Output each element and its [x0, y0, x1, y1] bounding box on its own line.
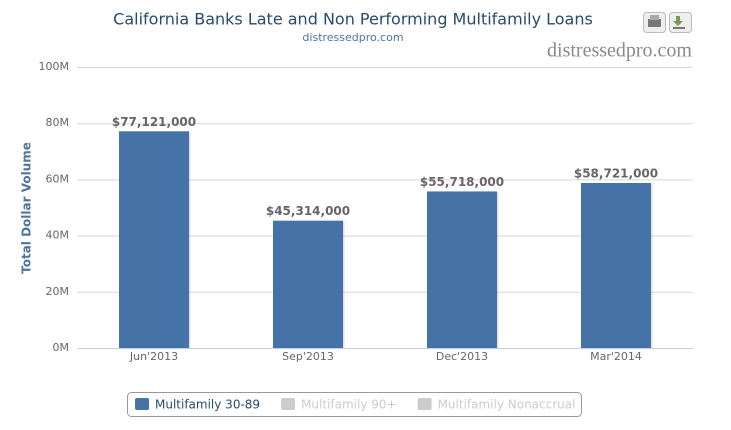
legend-swatch[interactable] — [281, 398, 296, 410]
data-label: $77,121,000 — [112, 115, 196, 129]
legend-box — [127, 392, 582, 417]
y-tick-label: 60M — [46, 172, 70, 185]
y-tick-label: 40M — [46, 229, 70, 242]
y-tick-label: 100M — [39, 60, 70, 73]
legend-label[interactable]: Multifamily 30-89 — [155, 398, 260, 412]
bar — [273, 220, 343, 348]
chart-title: California Banks Late and Non Performing… — [113, 10, 593, 29]
bar — [427, 191, 497, 348]
x-tick-label: Jun'2013 — [129, 350, 178, 363]
data-label: $45,314,000 — [266, 204, 350, 218]
bar — [581, 182, 651, 348]
legend-label[interactable]: Multifamily Nonaccrual — [438, 398, 576, 412]
chart-subtitle: distressedpro.com — [302, 31, 403, 44]
bar — [119, 131, 189, 348]
y-tick-label: 20M — [46, 285, 70, 298]
x-tick-label: Sep'2013 — [282, 350, 334, 363]
legend-swatch[interactable] — [417, 398, 432, 410]
data-label: $55,718,000 — [420, 175, 504, 189]
data-label: $58,721,000 — [574, 166, 658, 180]
y-tick-label: 0M — [53, 341, 70, 354]
x-tick-label: Mar'2014 — [590, 350, 642, 363]
y-tick-label: 80M — [46, 116, 70, 129]
export-button[interactable] — [669, 12, 692, 33]
x-tick-label: Dec'2013 — [436, 350, 488, 363]
print-button[interactable] — [643, 12, 666, 33]
legend-swatch[interactable] — [135, 398, 149, 410]
legend-label[interactable]: Multifamily 90+ — [301, 398, 397, 412]
y-axis-label: Total Dollar Volume — [20, 142, 34, 274]
watermark: distressedpro.com — [547, 40, 692, 62]
